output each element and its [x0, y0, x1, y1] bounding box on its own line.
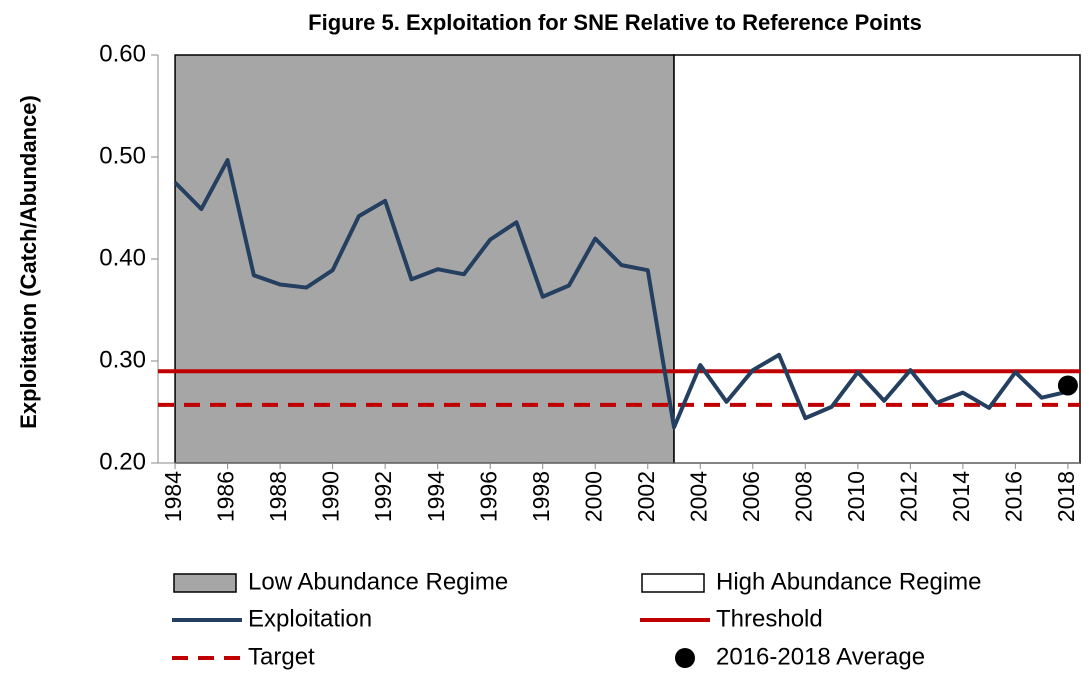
chart-title: Figure 5. Exploitation for SNE Relative … [308, 10, 922, 35]
average-point [1057, 375, 1078, 396]
x-tick-label: 2010 [843, 471, 869, 522]
x-tick-label: 1990 [318, 471, 344, 522]
y-tick-label: 0.60 [99, 40, 146, 67]
x-tick-label: 1996 [475, 471, 501, 522]
x-tick-label: 2014 [948, 471, 974, 522]
x-tick-label: 2000 [580, 471, 606, 522]
x-tick-label: 1984 [160, 471, 186, 522]
legend-label: Target [248, 643, 315, 670]
x-tick-label: 1994 [423, 471, 449, 522]
legend-key [173, 573, 237, 593]
legend-key [641, 573, 705, 593]
x-tick-label: 2002 [633, 471, 659, 522]
regime-band [174, 54, 675, 464]
y-axis-label: Exploitation (Catch/Abundance) [16, 95, 41, 429]
x-tick-label: 2012 [895, 471, 921, 522]
x-tick-label: 1988 [265, 471, 291, 522]
y-tick-label: 0.30 [99, 346, 146, 373]
x-tick-label: 1986 [213, 471, 239, 522]
x-tick-label: 2006 [738, 471, 764, 522]
x-tick-label: 2008 [790, 471, 816, 522]
x-tick-label: 2004 [685, 471, 711, 522]
x-tick-label: 2016 [1000, 471, 1026, 522]
y-tick-label: 0.20 [99, 448, 146, 475]
y-tick-label: 0.40 [99, 244, 146, 271]
legend-label: Threshold [716, 605, 823, 632]
regime-band [673, 54, 1081, 464]
legend-label: Low Abundance Regime [248, 568, 508, 595]
y-tick-label: 0.50 [99, 142, 146, 169]
x-tick-label: 2018 [1053, 471, 1079, 522]
legend-label: 2016-2018 Average [716, 643, 925, 670]
legend-key [675, 648, 695, 668]
legend-label: Exploitation [248, 605, 372, 632]
data-line [173, 158, 1069, 430]
x-tick-label: 1998 [528, 471, 554, 522]
legend-label: High Abundance Regime [716, 568, 982, 595]
x-tick-label: 1992 [370, 471, 396, 522]
